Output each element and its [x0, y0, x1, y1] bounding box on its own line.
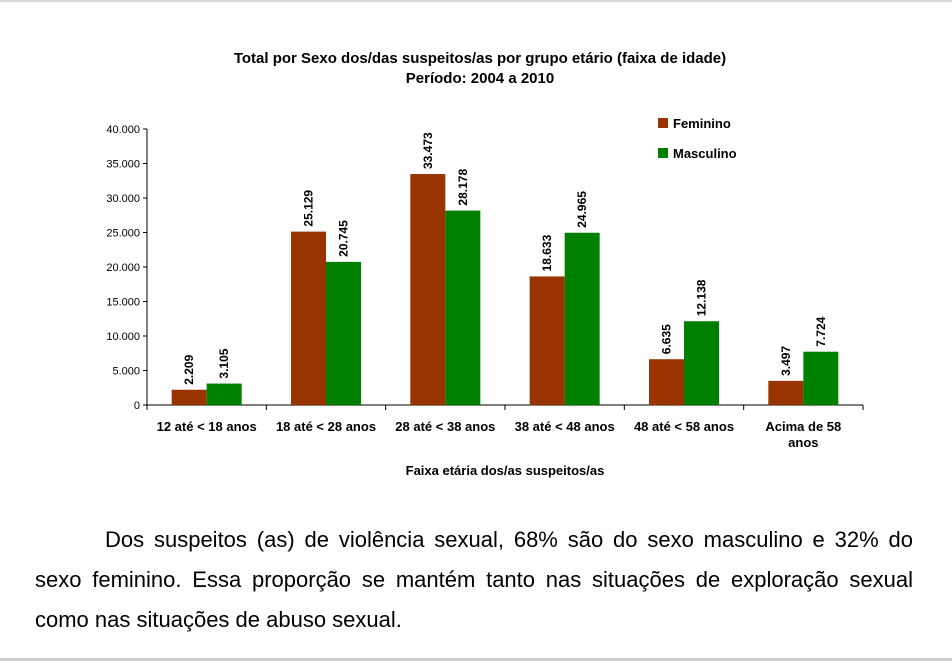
x-category-label: 48 até < 58 anos [634, 419, 734, 434]
legend-swatch-feminino [658, 118, 668, 128]
bar-feminino [768, 380, 804, 405]
bar-feminino [529, 276, 565, 405]
data-label: 12.138 [695, 279, 709, 316]
bar-feminino [291, 231, 326, 405]
bar-feminino [649, 359, 684, 405]
data-label: 3.497 [779, 346, 793, 376]
x-category-label: 28 até < 38 anos [395, 419, 495, 434]
data-label: 24.965 [575, 191, 589, 228]
x-category-label: 12 até < 18 anos [157, 419, 257, 434]
data-label: 28.178 [456, 169, 470, 206]
y-tick-label: 30.000 [106, 193, 140, 205]
bar-feminino [410, 174, 446, 405]
bar-masculino [206, 383, 242, 405]
y-tick-label: 35.000 [106, 159, 140, 171]
bottom-border [0, 658, 952, 661]
chart-title: Total por Sexo dos/das suspeitos/as por … [234, 50, 726, 67]
y-tick-label: 0 [134, 400, 140, 412]
y-tick-label: 10.000 [106, 331, 140, 343]
legend-swatch-masculino [658, 148, 668, 158]
bar-masculino [445, 210, 481, 405]
data-label: 2.209 [182, 354, 196, 384]
x-category-label: Acima de 58 [765, 419, 841, 434]
x-axis-title: Faixa etária dos/as suspeitos/as [406, 463, 605, 478]
data-label: 25.129 [302, 190, 316, 227]
legend: Feminino Masculino [658, 116, 737, 161]
x-axis: 12 até < 18 anos 18 até < 28 anos 28 até <… [146, 404, 864, 450]
data-label: 7.724 [814, 316, 828, 346]
top-border [0, 0, 952, 2]
chart-subtitle: Período: 2004 a 2010 [406, 70, 554, 87]
bar-feminino [171, 389, 207, 405]
legend-label-feminino: Feminino [673, 116, 731, 131]
data-label: 18.633 [540, 234, 554, 271]
y-tick-label: 5.000 [112, 366, 140, 378]
x-category-label: 18 até < 28 anos [276, 419, 376, 434]
bar-masculino [564, 232, 600, 405]
data-label: 33.473 [421, 132, 435, 169]
data-label: 6.635 [660, 324, 674, 354]
bar-masculino [803, 351, 839, 405]
legend-label-masculino: Masculino [673, 146, 737, 161]
bars: 2.209 25.129 33.473 18.633 6.635 3.497 3.105 20… [171, 132, 839, 405]
y-tick-label: 15.000 [106, 297, 140, 309]
bar-masculino [684, 321, 719, 405]
y-tick-label: 20.000 [106, 262, 140, 274]
x-category-label: anos [788, 435, 818, 450]
y-tick-label: 40.000 [106, 124, 140, 136]
bar-masculino [326, 261, 361, 405]
body-paragraph: Dos suspeitos (as) de violência sexual, … [35, 527, 913, 632]
bar-chart: Total por Sexo dos/das suspeitos/as por … [106, 50, 864, 478]
x-category-label: 38 até < 48 anos [515, 419, 615, 434]
data-label: 3.105 [217, 348, 231, 378]
y-axis: 0 5.000 10.000 15.000 20.000 25.000 30.000 35.0… [106, 124, 148, 412]
data-label: 20.745 [337, 220, 351, 257]
y-tick-label: 25.000 [106, 228, 140, 240]
